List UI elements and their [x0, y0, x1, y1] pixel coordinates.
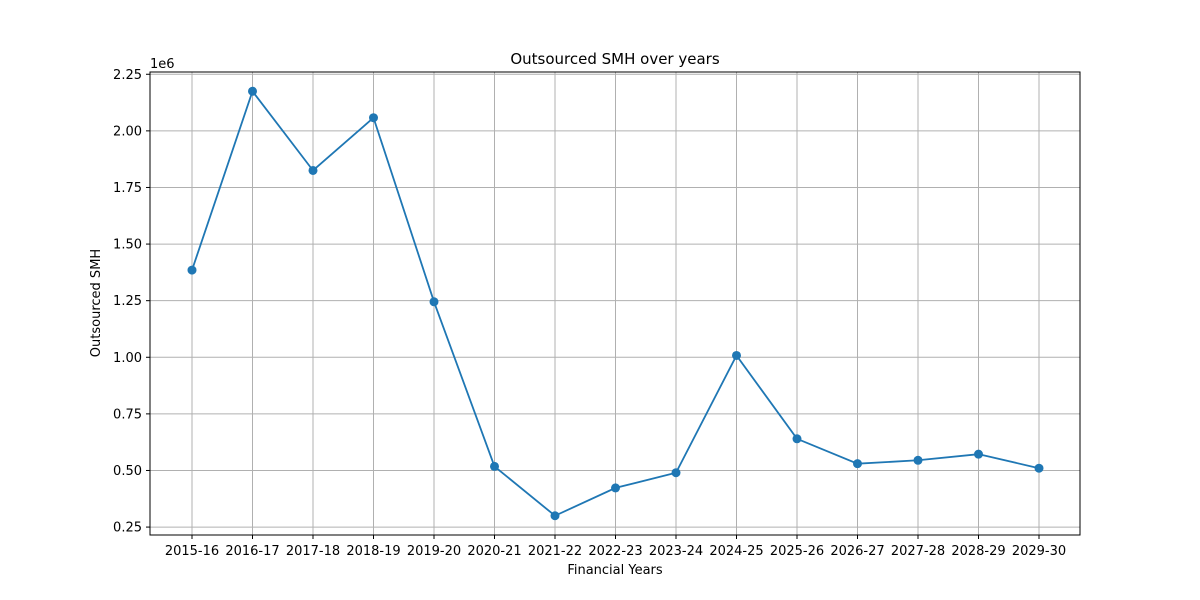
x-tick-label: 2028-29 — [951, 544, 1005, 559]
data-point — [913, 455, 923, 465]
y-axis-label: Outsourced SMH — [89, 249, 104, 357]
x-tick-label: 2018-19 — [346, 544, 400, 559]
data-point — [671, 468, 681, 478]
y-tick-label: 0.25 — [113, 521, 142, 536]
grid — [150, 72, 1080, 535]
y-tick-label: 2.25 — [113, 68, 142, 83]
x-tick-label: 2015-16 — [165, 544, 219, 559]
chart-title: Outsourced SMH over years — [510, 50, 719, 68]
y-offset-label: 1e6 — [150, 57, 175, 72]
data-point — [308, 165, 318, 175]
x-tick-label: 2019-20 — [407, 544, 461, 559]
x-tick-label: 2026-27 — [830, 544, 884, 559]
data-point — [187, 265, 197, 275]
x-tick-label: 2029-30 — [1012, 544, 1066, 559]
x-tick-label: 2027-28 — [891, 544, 945, 559]
data-point — [853, 459, 862, 469]
y-tick-label: 1.50 — [113, 238, 142, 253]
y-tick-label: 2.00 — [113, 124, 142, 139]
x-tick-label: 2023-24 — [649, 544, 703, 559]
y-tick-label: 1.75 — [113, 181, 142, 196]
data-point — [1034, 463, 1044, 473]
data-point — [611, 483, 620, 493]
y-tick-label: 1.00 — [113, 351, 142, 366]
y-tick-label: 0.50 — [113, 464, 142, 479]
x-tick-label: 2022-23 — [588, 544, 642, 559]
x-axis: 2015-16 2016-17 2017-18 2018-19 2019-20 2020-… — [165, 535, 1066, 559]
data-point — [550, 511, 560, 521]
x-tick-label: 2017-18 — [286, 544, 340, 559]
y-tick-label: 0.75 — [113, 407, 142, 422]
data-point — [248, 86, 257, 96]
data-point — [732, 350, 741, 360]
x-tick-label: 2016-17 — [225, 544, 279, 559]
x-tick-label: 2020-21 — [467, 544, 521, 559]
data-point — [429, 297, 439, 307]
x-axis-label: Financial Years — [567, 563, 663, 578]
x-tick-label: 2025-26 — [770, 544, 824, 559]
data-point — [792, 434, 802, 444]
data-point — [369, 113, 378, 123]
y-tick-label: 1.25 — [113, 294, 142, 309]
series-layer — [187, 86, 1044, 521]
x-tick-label: 2021-22 — [528, 544, 582, 559]
x-tick-label: 2024-25 — [709, 544, 763, 559]
data-point — [490, 461, 499, 471]
y-axis: 0.25 0.50 0.75 1.00 1.25 1.50 1.75 2.00 2.25 — [113, 68, 150, 536]
data-point — [974, 449, 983, 459]
